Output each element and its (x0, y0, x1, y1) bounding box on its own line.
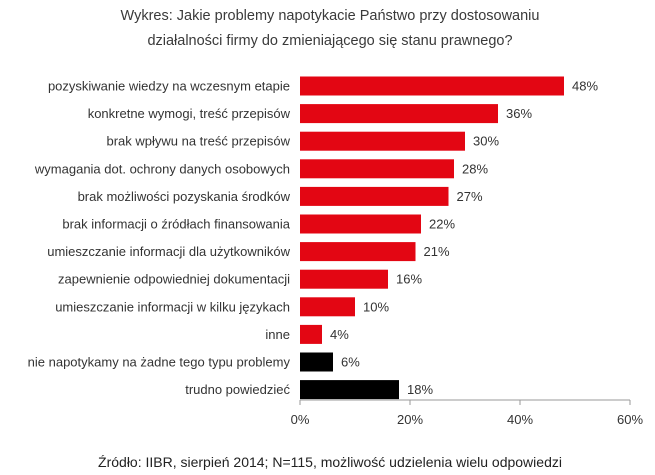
category-label-umieszczanie-informacji-w-kilku-jezykach: umieszczanie informacji w kilku językach (55, 299, 290, 314)
bar-pozyskiwanie-wiedzy-na-wczesnym-etapie (300, 76, 564, 96)
value-label-trudno-powiedziec: 18% (407, 382, 433, 397)
value-label-zapewnienie-odpowiedniej-dokumentacji: 16% (396, 272, 422, 287)
x-tick-label-40: 40% (507, 412, 533, 427)
bar-brak-wplywu-na-tresc-przepisow (300, 131, 465, 151)
x-axis: 0% 20% 40% 60% (291, 399, 643, 427)
value-label-pozyskiwanie-wiedzy-na-wczesnym-etapie: 48% (572, 79, 598, 94)
category-label-brak-mozliwosci-pozyskania-srodkow: brak możliwości pozyskania środków (78, 189, 291, 204)
source-note: Źródło: IIBR, sierpień 2014; N=115, możl… (98, 454, 562, 470)
bar-trudno-powiedziec (300, 380, 399, 400)
value-label-brak-informacji-o-zrodlach-finansowania: 22% (429, 217, 455, 232)
bars-group: pozyskiwanie wiedzy na wczesnym etapie 48… (28, 76, 598, 400)
bar-inne (300, 324, 322, 344)
category-label-nie-napotykamy-na-zadne-tego-typu-problemy: nie napotykamy na żadne tego typu proble… (28, 355, 291, 370)
category-label-inne: inne (265, 327, 290, 342)
value-label-wymagania-dot-ochrony-danych-osobowych: 28% (462, 161, 488, 176)
x-tick-label-60: 60% (617, 412, 643, 427)
category-label-umieszczanie-informacji-dla-uzytkownikow: umieszczanie informacji dla użytkowników (47, 244, 290, 259)
category-label-wymagania-dot-ochrony-danych-osobowych: wymagania dot. ochrony danych osobowych (34, 161, 290, 176)
value-label-konkretne-wymogi-tresc-przepisow: 36% (506, 106, 532, 121)
bar-konkretne-wymogi-tresc-przepisow (300, 104, 498, 124)
x-tick-label-20: 20% (397, 412, 423, 427)
bar-brak-mozliwosci-pozyskania-srodkow (300, 186, 449, 206)
category-label-brak-informacji-o-zrodlach-finansowania: brak informacji o źródłach finansowania (62, 217, 290, 232)
chart-title-line-2: działalności firmy do zmieniającego się … (147, 33, 512, 49)
category-label-zapewnienie-odpowiedniej-dokumentacji: zapewnienie odpowiedniej dokumentacji (58, 272, 290, 287)
bar-nie-napotykamy-na-zadne-tego-typu-problemy (300, 352, 333, 372)
value-label-umieszczanie-informacji-dla-uzytkownikow: 21% (424, 244, 450, 259)
category-label-trudno-powiedziec: trudno powiedzieć (185, 382, 290, 397)
bar-wymagania-dot-ochrony-danych-osobowych (300, 159, 454, 179)
value-label-umieszczanie-informacji-w-kilku-jezykach: 10% (363, 299, 389, 314)
value-label-brak-mozliwosci-pozyskania-srodkow: 27% (457, 189, 483, 204)
bar-umieszczanie-informacji-w-kilku-jezykach (300, 297, 355, 317)
bar-umieszczanie-informacji-dla-uzytkownikow (300, 242, 416, 262)
category-label-brak-wplywu-na-tresc-przepisow: brak wpływu na treść przepisów (106, 134, 290, 149)
bar-zapewnienie-odpowiedniej-dokumentacji (300, 269, 388, 289)
x-tick-label-0: 0% (291, 412, 310, 427)
value-label-nie-napotykamy-na-zadne-tego-typu-problemy: 6% (341, 355, 360, 370)
category-label-konkretne-wymogi-tresc-przepisow: konkretne wymogi, treść przepisów (88, 106, 291, 121)
chart-title-line-1: Wykres: Jakie problemy napotykacie Państ… (121, 8, 540, 24)
value-label-inne: 4% (330, 327, 349, 342)
bar-brak-informacji-o-zrodlach-finansowania (300, 214, 421, 234)
category-label-pozyskiwanie-wiedzy-na-wczesnym-etapie: pozyskiwanie wiedzy na wczesnym etapie (48, 79, 290, 94)
value-label-brak-wplywu-na-tresc-przepisow: 30% (473, 134, 499, 149)
